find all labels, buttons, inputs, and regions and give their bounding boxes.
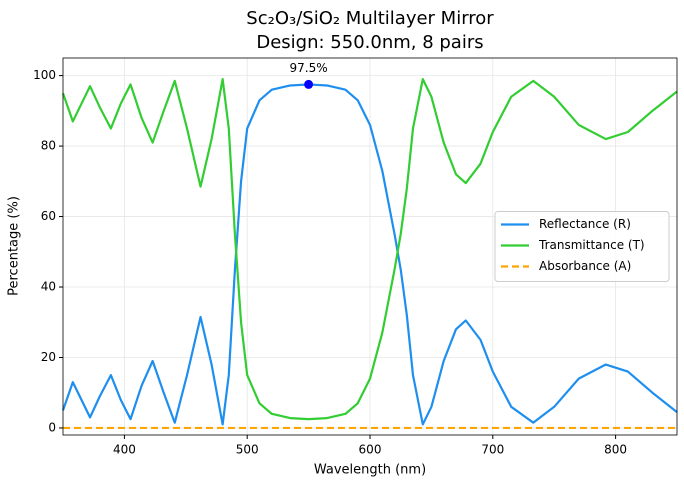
- y-tick-label: 0: [48, 420, 56, 434]
- series-line: [61, 83, 678, 426]
- legend-label: Absorbance (A): [539, 259, 631, 273]
- y-tick-label: 80: [41, 139, 56, 153]
- y-tick-label: 100: [33, 68, 56, 82]
- y-tick-label: 20: [41, 350, 56, 364]
- chart-title: Sc₂O₃/SiO₂ Multilayer Mirror: [246, 8, 494, 29]
- x-tick-label: 500: [236, 443, 259, 457]
- y-tick-label: 40: [41, 280, 56, 294]
- peak-marker: [304, 79, 314, 89]
- x-tick-label: 400: [113, 443, 136, 457]
- x-tick-label: 800: [604, 443, 627, 457]
- chart-subtitle: Design: 550.0nm, 8 pairs: [256, 32, 483, 53]
- series-line: [61, 78, 678, 421]
- x-tick-label: 600: [359, 443, 382, 457]
- legend-box: [494, 211, 670, 282]
- x-tick-label: 700: [481, 443, 504, 457]
- plot-frame: [62, 57, 678, 436]
- y-axis-label: Percentage (%): [7, 196, 22, 296]
- x-axis-label: Wavelength (nm): [314, 463, 426, 478]
- legend-label: Reflectance (R): [539, 217, 631, 231]
- legend-label: Transmittance (T): [538, 238, 645, 252]
- annotation: 97.5%: [290, 61, 328, 75]
- y-tick-label: 60: [41, 209, 56, 223]
